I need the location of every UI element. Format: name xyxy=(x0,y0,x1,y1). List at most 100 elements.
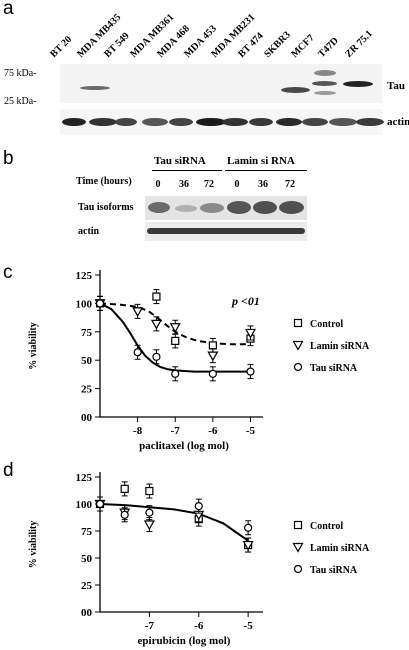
fit-curve xyxy=(99,302,251,373)
actin-band xyxy=(275,118,302,126)
data-point-control xyxy=(120,484,129,493)
y-tick-label: 100 xyxy=(76,499,93,511)
y-tick-label: 25 xyxy=(81,384,93,396)
data-point-tau xyxy=(171,369,180,378)
data-point-lamin xyxy=(292,542,304,553)
row-actin-b: actin xyxy=(78,226,100,237)
legend-label: Lamin siRNA xyxy=(310,543,370,554)
data-point-tau xyxy=(95,499,105,509)
legend-label: Control xyxy=(310,521,343,532)
x-tick-label: -5 xyxy=(244,620,254,632)
data-point-tau xyxy=(194,502,203,511)
x-axis-label: epirubicin (log mol) xyxy=(138,635,231,647)
data-point-tau xyxy=(246,367,255,376)
y-axis-label: % viability xyxy=(28,322,39,370)
tau-isoform-band xyxy=(227,201,251,214)
data-point-tau xyxy=(152,352,161,361)
data-point-tau xyxy=(293,362,303,372)
data-point-tau xyxy=(133,348,142,357)
marker-75: 75 kDa- xyxy=(4,68,37,79)
fit-curve xyxy=(99,503,249,542)
tau-band xyxy=(343,81,373,87)
actin-band xyxy=(88,118,117,126)
actin-band xyxy=(168,118,193,126)
y-tick-label: 100 xyxy=(76,298,93,310)
actin-band xyxy=(195,118,226,126)
data-point-tau xyxy=(293,564,303,574)
tau-isoform-band xyxy=(253,201,277,214)
lane-label: SKBR3 xyxy=(262,29,294,60)
data-point-tau xyxy=(120,510,129,519)
epirubicin-chart: 00 25 50 75 100 125 -7 -6 -5 epirubicin (log mol)… xyxy=(28,472,370,647)
x-tick-label: -6 xyxy=(208,425,218,437)
x-tick-label: -6 xyxy=(194,620,204,632)
actin-blot-a xyxy=(60,109,384,135)
y-tick-label: 75 xyxy=(81,526,93,538)
actin-band xyxy=(222,118,249,126)
data-point-tau xyxy=(244,523,253,532)
actin-band xyxy=(329,118,357,126)
y-tick-label: 125 xyxy=(76,270,93,282)
panel-b-letter: b xyxy=(3,148,14,169)
lane-label: BT 20 xyxy=(48,34,75,60)
data-point-tau xyxy=(208,369,217,378)
data-point-lamin xyxy=(244,328,257,339)
marker-25: 25 kDa- xyxy=(4,96,37,107)
time-point-label: 36 xyxy=(258,179,268,190)
time-point-label: 72 xyxy=(204,179,214,190)
legend-label: Lamin siRNA xyxy=(310,341,370,352)
lane-label: ZR 75.1 xyxy=(343,28,375,60)
y-tick-label: 50 xyxy=(81,355,93,367)
panel-c-letter: c xyxy=(3,262,13,283)
tau-isoform-band xyxy=(279,201,304,214)
tau-isoform-band xyxy=(148,202,170,213)
data-point-lamin xyxy=(143,520,155,531)
panel-d-letter: d xyxy=(3,460,14,481)
legend-label: Tau siRNA xyxy=(310,565,358,576)
group-tau-underline xyxy=(152,170,222,171)
data-point-tau xyxy=(145,508,154,517)
row-tau-isoforms: Tau isoforms xyxy=(78,202,134,213)
paclitaxel-chart: 00 25 50 75 100 125 -8 -7 -6 -5 paclitaxel (log mo… xyxy=(28,270,370,452)
data-point-control xyxy=(152,292,161,301)
data-point-lamin xyxy=(207,351,219,362)
data-point-control xyxy=(293,520,303,530)
data-point-lamin xyxy=(292,340,304,351)
tau-blot xyxy=(60,64,382,103)
label-tau: Tau xyxy=(387,80,405,92)
y-tick-label: 125 xyxy=(76,472,93,484)
legend-label: Control xyxy=(310,319,343,330)
y-tick-label: 75 xyxy=(81,327,93,339)
actin-band xyxy=(248,118,273,126)
tau-isoform-band xyxy=(175,205,197,212)
tau-band xyxy=(314,70,336,76)
time-point-label: 36 xyxy=(179,179,189,190)
label-actin-a: actin xyxy=(387,116,409,128)
y-tick-label: 25 xyxy=(81,580,93,592)
tau-band xyxy=(281,87,310,93)
actin-band xyxy=(142,118,169,126)
data-point-control xyxy=(171,336,180,345)
y-axis-label: % viability xyxy=(28,521,39,569)
legend-label: Tau siRNA xyxy=(310,363,358,374)
lane-label: MCF7 xyxy=(289,32,317,60)
x-tick-label: -5 xyxy=(246,425,256,437)
actin-band xyxy=(302,118,329,126)
tau-band xyxy=(312,81,337,86)
data-point-tau xyxy=(95,299,105,308)
x-tick-label: -7 xyxy=(145,620,155,632)
y-tick-label: 00 xyxy=(81,607,93,619)
actin-band xyxy=(355,118,384,126)
group-lamin-underline xyxy=(225,170,307,171)
group-tau-sirna: Tau siRNA xyxy=(154,155,206,167)
actin-blot-b xyxy=(145,222,307,241)
actin-band xyxy=(62,118,86,126)
y-tick-label: 50 xyxy=(81,553,93,565)
panel-a-letter: a xyxy=(3,0,14,19)
actin-band xyxy=(115,118,138,126)
data-point-lamin xyxy=(132,307,144,318)
data-point-control xyxy=(208,341,217,350)
group-lamin-sirna: Lamin si RNA xyxy=(227,155,295,167)
x-axis-label: paclitaxel (log mol) xyxy=(139,440,229,452)
time-point-label: 0 xyxy=(234,179,240,190)
